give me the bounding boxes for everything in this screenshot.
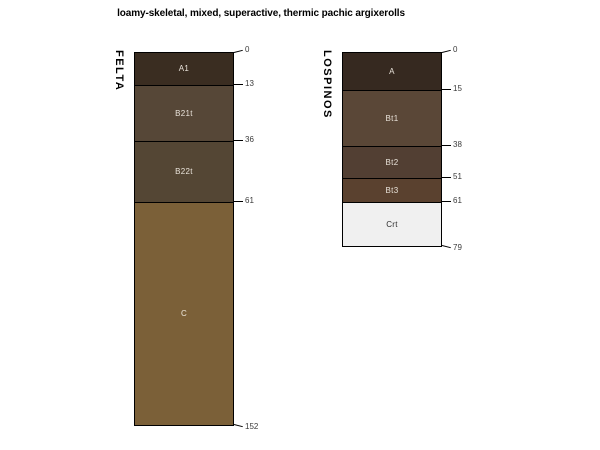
- horizon-label: B22t: [175, 167, 193, 176]
- depth-tick-label: 15: [453, 84, 462, 93]
- profile-column: A Bt1 Bt2 Bt3 Crt: [342, 52, 442, 247]
- depth-tick-label: 61: [453, 196, 462, 205]
- depth-tick-label: 79: [453, 243, 462, 252]
- horizon-label: B21t: [175, 108, 193, 118]
- horizon-B22t: B22t: [135, 141, 233, 202]
- depth-tick-label: 61: [245, 196, 254, 205]
- horizon-Bt1: Bt1: [343, 90, 441, 146]
- depth-tick: [233, 424, 243, 428]
- figure-title: loamy-skeletal, mixed, superactive, ther…: [117, 8, 405, 19]
- depth-tick-label: 36: [245, 135, 254, 144]
- horizon-label: Bt1: [385, 113, 399, 123]
- depth-tick-label: 13: [245, 79, 254, 88]
- depth-tick: [442, 89, 451, 90]
- horizon-label: Crt: [386, 219, 398, 229]
- horizon-Crt: Crt: [343, 202, 441, 246]
- profile-column: A1 B21t B22t C: [134, 52, 234, 426]
- depth-tick: [441, 49, 451, 53]
- depth-tick: [234, 201, 243, 202]
- depth-tick-label: 0: [453, 45, 458, 54]
- depth-tick: [442, 201, 451, 202]
- horizon-label: C: [180, 309, 188, 318]
- depth-tick-label: 38: [453, 140, 462, 149]
- horizon-A: A: [343, 53, 441, 90]
- depth-tick-label: 0: [245, 45, 250, 54]
- profile-name-label: FELTA: [113, 50, 125, 92]
- horizon-C: C: [135, 202, 233, 425]
- depth-tick: [441, 245, 451, 249]
- horizon-label: Bt3: [385, 185, 399, 195]
- depth-tick: [442, 177, 451, 178]
- horizon-B21t: B21t: [135, 85, 233, 141]
- horizon-label: A: [389, 66, 395, 76]
- depth-tick-label: 152: [245, 422, 259, 431]
- depth-tick: [234, 140, 243, 141]
- depth-tick-label: 51: [453, 172, 462, 181]
- horizon-label: A1: [178, 64, 190, 73]
- depth-tick: [233, 49, 243, 53]
- depth-tick: [442, 145, 451, 146]
- horizon-A1: A1: [135, 53, 233, 85]
- horizon-label: Bt2: [385, 157, 399, 167]
- horizon-Bt3: Bt3: [343, 178, 441, 202]
- horizon-Bt2: Bt2: [343, 146, 441, 178]
- depth-tick: [234, 84, 243, 85]
- profile-name-label: LOSPINOS: [321, 50, 333, 119]
